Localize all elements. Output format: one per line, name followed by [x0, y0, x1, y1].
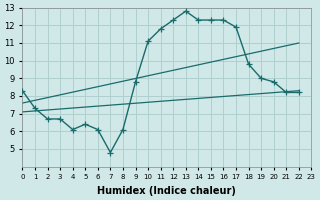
X-axis label: Humidex (Indice chaleur): Humidex (Indice chaleur) [98, 186, 236, 196]
